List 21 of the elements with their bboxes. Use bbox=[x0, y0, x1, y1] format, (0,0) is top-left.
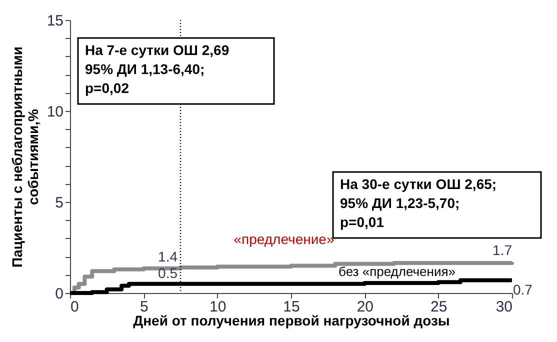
x-tick-label: 5 bbox=[140, 298, 148, 316]
series-label: без «предлечения» bbox=[338, 264, 456, 279]
y-tick-label: 15 bbox=[46, 12, 64, 30]
y-tick-label: 10 bbox=[46, 104, 64, 120]
data-label: 0.5 bbox=[158, 264, 178, 281]
x-tick-label: 15 bbox=[283, 298, 300, 316]
annotation: На 7-е сутки ОШ 2,69 95% ДИ 1,13-6,40; p=0,02 bbox=[85, 42, 230, 96]
x-tick-label: 10 bbox=[209, 298, 226, 316]
data-label: 1.7 bbox=[492, 242, 512, 258]
x-axis-title: Дней от получения первой нагрузочной дозы bbox=[133, 312, 450, 328]
x-tick-label: 0 bbox=[70, 298, 79, 316]
data-label: 0.7 bbox=[513, 281, 533, 298]
x-tick-label: 30 bbox=[496, 298, 512, 316]
y-tick-label: 0 bbox=[55, 286, 64, 302]
x-tick-label: 25 bbox=[430, 298, 448, 316]
x-tick-label: 20 bbox=[356, 298, 374, 316]
y-tick-label: 5 bbox=[55, 194, 64, 212]
data-label: 1.4 bbox=[158, 248, 178, 265]
y-axis-title: Пациенты с неблагоприятными событиями,% bbox=[8, 46, 41, 268]
series-label: «предлечение» bbox=[234, 231, 334, 247]
annotation: На 30-е сутки ОШ 2,65; 95% ДИ 1,23-5,70; p=0,01 bbox=[340, 176, 497, 230]
